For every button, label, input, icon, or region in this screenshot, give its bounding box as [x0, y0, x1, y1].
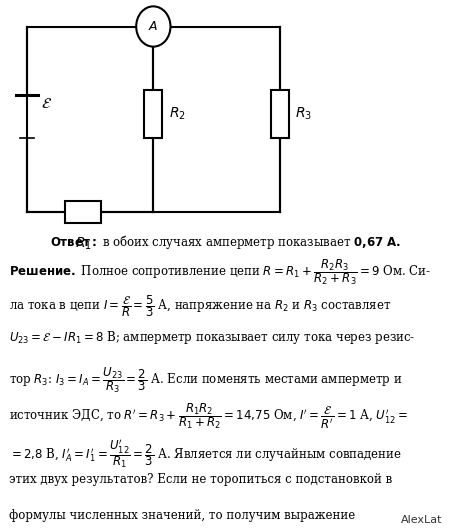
Bar [144, 90, 162, 138]
Bar [271, 90, 289, 138]
Text: AlexLat: AlexLat [400, 515, 442, 525]
Text: тор $R_3$: $I_3 = I_A = \dfrac{U_{23}}{R_3} = \dfrac{2}{3}$ А. Если поменять мес: тор $R_3$: $I_3 = I_A = \dfrac{U_{23}}{R… [9, 365, 402, 395]
Text: $R_2$: $R_2$ [169, 106, 186, 122]
Text: формулы численных значений, то получим выражение: формулы численных значений, то получим в… [9, 509, 355, 523]
Text: $\mathcal{E}$: $\mathcal{E}$ [41, 96, 53, 111]
Text: ла тока в цепи $I = \dfrac{\mathcal{E}}{R} = \dfrac{5}{3}$ А, напряжение на $R_2: ла тока в цепи $I = \dfrac{\mathcal{E}}{… [9, 293, 391, 319]
Text: $\mathbf{Ответ:}$ в обоих случаях амперметр показывает $\mathbf{0{,}67\ А.}$: $\mathbf{Ответ:}$ в обоих случаях амперм… [50, 233, 401, 251]
Text: $R_3$: $R_3$ [295, 106, 313, 122]
Text: этих двух результатов? Если не торопиться с подстановкой в: этих двух результатов? Если не торопитьс… [9, 473, 392, 487]
Text: $R_1$: $R_1$ [75, 236, 92, 252]
Bar [65, 201, 101, 223]
Text: A: A [149, 20, 157, 33]
Text: $\mathbf{Решение.}$ Полное сопротивление цепи $R = R_1 + \dfrac{R_2 R_3}{R_2 + R: $\mathbf{Решение.}$ Полное сопротивление… [9, 257, 431, 287]
Text: источник ЭДС, то $R^\prime = R_3 + \dfrac{R_1 R_2}{R_1 + R_2} = 14{,}75$ Ом, $I^: источник ЭДС, то $R^\prime = R_3 + \dfra… [9, 401, 408, 431]
Text: $= 2{,}8$ В, $I^\prime_A = I^\prime_1 = \dfrac{U^\prime_{12}}{R_1} = \dfrac{2}{3: $= 2{,}8$ В, $I^\prime_A = I^\prime_1 = … [9, 437, 402, 470]
Circle shape [136, 6, 170, 47]
Text: $U_{23} = \mathcal{E} - IR_1 = 8$ В; амперметр показывает силу тока через резис-: $U_{23} = \mathcal{E} - IR_1 = 8$ В; амп… [9, 329, 415, 346]
